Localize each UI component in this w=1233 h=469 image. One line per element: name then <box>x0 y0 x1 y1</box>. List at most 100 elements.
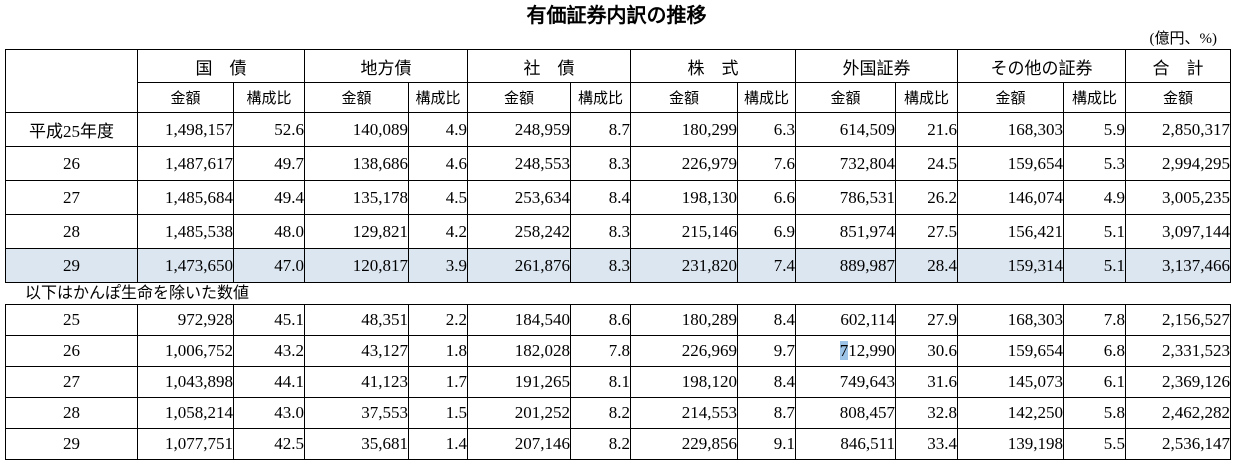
row-label: 27 <box>5 366 138 398</box>
amount-cell: 3,097,144 <box>1125 214 1231 249</box>
amount-cell: 146,074 <box>957 180 1064 215</box>
amount-cell: 808,457 <box>795 397 896 429</box>
ratio-cell: 26.2 <box>895 180 958 215</box>
row-label: 29 <box>5 428 138 460</box>
ratio-cell: 52.6 <box>233 112 305 147</box>
amount-cell: 159,654 <box>957 146 1064 181</box>
ratio-cell: 21.6 <box>895 112 958 147</box>
amount-cell: 1,485,684 <box>137 180 234 215</box>
column-sub-header: 構成比 <box>895 82 958 113</box>
amount-cell: 1,077,751 <box>137 428 234 460</box>
ratio-cell: 6.3 <box>737 112 796 147</box>
ratio-cell: 8.4 <box>737 366 796 398</box>
ratio-cell: 8.4 <box>570 180 631 215</box>
amount-cell: 2,994,295 <box>1125 146 1231 181</box>
ratio-cell: 1.5 <box>408 397 468 429</box>
amount-cell: 191,265 <box>467 366 571 398</box>
ratio-cell: 27.5 <box>895 214 958 249</box>
amount-cell: 732,804 <box>795 146 896 181</box>
securities-table-excluding-kampo: 25 972,928 45.1 48,351 2.2 184,540 8.6 180,289 8… <box>5 304 1231 460</box>
column-group-header: 合 計 <box>1125 49 1231 83</box>
amount-cell: 1,473,650 <box>137 248 234 283</box>
table-row: 29 1,473,650 47.0 120,817 3.9 261,876 8.3 231,8… <box>5 248 1231 283</box>
row-label: 平成25年度 <box>5 112 138 147</box>
column-sub-header: 構成比 <box>737 82 796 113</box>
amount-cell: 182,028 <box>467 335 571 367</box>
column-group-header: その他の証券 <box>957 49 1126 83</box>
ratio-cell: 6.1 <box>1063 366 1126 398</box>
column-sub-header: 構成比 <box>570 82 631 113</box>
column-sub-header: 構成比 <box>408 82 468 113</box>
ratio-cell: 8.1 <box>570 366 631 398</box>
ratio-cell: 6.6 <box>737 180 796 215</box>
column-group-header: 社 債 <box>467 49 631 83</box>
column-sub-header: 金額 <box>795 82 896 113</box>
column-sub-header: 金額 <box>137 82 234 113</box>
amount-cell: 3,137,466 <box>1125 248 1231 283</box>
row-label: 28 <box>5 397 138 429</box>
ratio-cell: 42.5 <box>233 428 305 460</box>
ratio-cell: 27.9 <box>895 304 958 336</box>
amount-cell: 43,127 <box>304 335 409 367</box>
ratio-cell: 43.0 <box>233 397 305 429</box>
ratio-cell: 47.0 <box>233 248 305 283</box>
amount-cell: 3,005,235 <box>1125 180 1231 215</box>
ratio-cell: 45.1 <box>233 304 305 336</box>
ratio-cell: 4.5 <box>408 180 468 215</box>
table-row: 27 1,043,898 44.1 41,123 1.7 191,265 8.1 198,12… <box>5 366 1231 398</box>
amount-cell: 215,146 <box>630 214 738 249</box>
ratio-cell: 48.0 <box>233 214 305 249</box>
ratio-cell: 7.8 <box>1063 304 1126 336</box>
amount-cell: 1,043,898 <box>137 366 234 398</box>
amount-cell: 129,821 <box>304 214 409 249</box>
securities-table-all: 国 債地方債社 債株 式外国証券 その他の証券合 計金額 構成比 金額 構成比 金額 構成比… <box>5 49 1231 283</box>
text-selection-highlight: 7 <box>839 341 849 360</box>
amount-cell: 889,987 <box>795 248 896 283</box>
ratio-cell: 49.4 <box>233 180 305 215</box>
ratio-cell: 8.6 <box>570 304 631 336</box>
ratio-cell: 5.5 <box>1063 428 1126 460</box>
amount-cell: 198,130 <box>630 180 738 215</box>
ratio-cell: 5.1 <box>1063 214 1126 249</box>
row-label: 25 <box>5 304 138 336</box>
amount-cell: 120,817 <box>304 248 409 283</box>
page-title: 有価証券内訳の推移 <box>526 5 707 27</box>
ratio-cell: 7.8 <box>570 335 631 367</box>
column-group-header: 地方債 <box>304 49 468 83</box>
table-row: 26 1,006,752 43.2 43,127 1.8 182,028 7.8 226,96… <box>5 335 1231 367</box>
column-sub-header: 金額 <box>957 82 1064 113</box>
amount-cell: 1,485,538 <box>137 214 234 249</box>
table-row: 25 972,928 45.1 48,351 2.2 184,540 8.6 180,289 8… <box>5 304 1231 336</box>
amount-cell: 2,156,527 <box>1125 304 1231 336</box>
amount-cell: 1,058,214 <box>137 397 234 429</box>
column-group-header: 国 債 <box>137 49 305 83</box>
amount-cell: 168,303 <box>957 112 1064 147</box>
amount-cell: 972,928 <box>137 304 234 336</box>
amount-cell: 1,498,157 <box>137 112 234 147</box>
row-label: 27 <box>5 180 138 215</box>
amount-cell: 198,120 <box>630 366 738 398</box>
ratio-cell: 32.8 <box>895 397 958 429</box>
ratio-cell: 4.2 <box>408 214 468 249</box>
ratio-cell: 30.6 <box>895 335 958 367</box>
ratio-cell: 5.1 <box>1063 248 1126 283</box>
amount-cell: 258,242 <box>467 214 571 249</box>
amount-cell: 138,686 <box>304 146 409 181</box>
amount-cell: 207,146 <box>467 428 571 460</box>
row-label-column-header <box>5 49 138 113</box>
column-group-header: 株 式 <box>630 49 796 83</box>
column-sub-header: 金額 <box>630 82 738 113</box>
amount-cell: 2,850,317 <box>1125 112 1231 147</box>
ratio-cell: 9.1 <box>737 428 796 460</box>
ratio-cell: 8.7 <box>570 112 631 147</box>
amount-cell: 749,643 <box>795 366 896 398</box>
ratio-cell: 5.9 <box>1063 112 1126 147</box>
ratio-cell: 43.2 <box>233 335 305 367</box>
ratio-cell: 2.2 <box>408 304 468 336</box>
amount-cell: 851,974 <box>795 214 896 249</box>
amount-cell: 180,299 <box>630 112 738 147</box>
amount-cell: 201,252 <box>467 397 571 429</box>
ratio-cell: 8.2 <box>570 428 631 460</box>
ratio-cell: 24.5 <box>895 146 958 181</box>
column-sub-header: 構成比 <box>233 82 305 113</box>
